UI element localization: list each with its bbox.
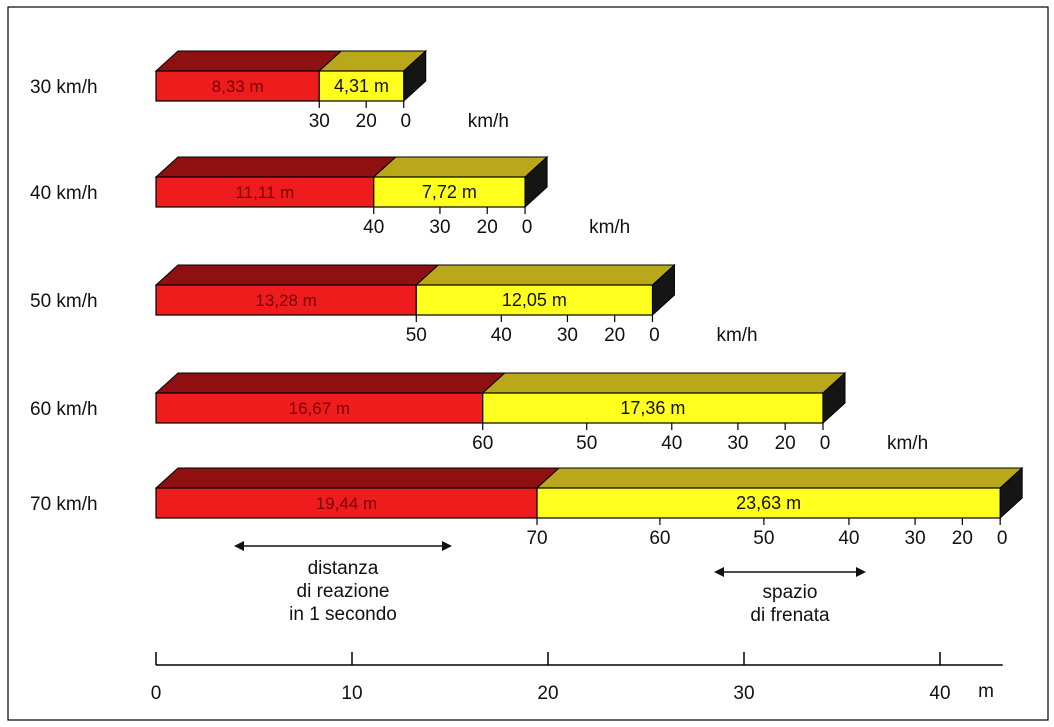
- braking-distance-label: 4,31 m: [334, 76, 389, 96]
- speed-tick-label: 20: [952, 528, 973, 549]
- speed-tick-label: 20: [356, 111, 377, 132]
- speed-label: 70 km/h: [30, 494, 98, 515]
- speed-tick-label: 60: [649, 528, 670, 549]
- reaction-bar-top: [154, 50, 343, 72]
- speed-row-3: 50 km/h 13,28 m 12,05 m 50 40 30 20 0 km/h: [30, 263, 758, 346]
- speed-tick-label: 50: [576, 433, 597, 454]
- speed-unit-label: km/h: [716, 325, 757, 346]
- braking-arrow-right-head: [856, 567, 866, 577]
- speed-tick-label: 40: [838, 528, 859, 549]
- braking-arrow-left-head: [714, 567, 724, 577]
- distance-axis-tick-label: 10: [341, 683, 362, 704]
- speed-tick-label: 40: [363, 217, 384, 238]
- distance-axis: 0 10 20 30 40 m: [151, 652, 1003, 704]
- reaction-arrow-left-head: [234, 541, 244, 551]
- speed-tick-label: 30: [905, 528, 926, 549]
- speed-tick-label: 50: [753, 528, 774, 549]
- reaction-distance-label: 16,67 m: [289, 399, 350, 418]
- braking-bar: [318, 70, 405, 102]
- speed-tick-label: 20: [604, 325, 625, 346]
- speed-tick-label: 0: [820, 433, 831, 454]
- speed-unit-label: km/h: [468, 111, 509, 132]
- reaction-distance-label: 13,28 m: [255, 291, 316, 310]
- reaction-bar-top: [154, 264, 440, 286]
- braking-annotation-line-1: spazio: [763, 582, 818, 603]
- distance-axis-tick-label: 30: [733, 683, 754, 704]
- speed-tick-label: 0: [997, 528, 1008, 549]
- braking-bar: [373, 176, 526, 208]
- reaction-annotation-line-3: in 1 secondo: [289, 604, 397, 625]
- speed-row-1: 30 km/h 8,33 m 4,31 m30 20 0 km/h: [30, 49, 509, 132]
- speed-tick-label: 40: [661, 433, 682, 454]
- reaction-distance-label: 8,33 m: [212, 77, 264, 96]
- reaction-bar-top: [154, 372, 507, 394]
- speed-label: 40 km/h: [30, 183, 98, 204]
- braking-distance-label: 23,63 m: [736, 493, 801, 513]
- reaction-annotation: distanza di reazione in 1 secondo: [234, 541, 452, 625]
- distance-axis-unit: m: [978, 681, 994, 702]
- speed-tick-label: 60: [472, 433, 493, 454]
- braking-bar-top: [481, 372, 847, 394]
- distance-axis-tick-label: 20: [537, 683, 558, 704]
- reaction-arrow-right-head: [442, 541, 452, 551]
- braking-bar-top: [535, 467, 1024, 489]
- reaction-bar-top: [154, 467, 561, 489]
- speed-tick-label: 30: [309, 111, 330, 132]
- reaction-bar: [155, 70, 320, 102]
- braking-annotation-line-2: di frenata: [750, 605, 830, 626]
- reaction-distance-label: 11,11 m: [235, 183, 294, 202]
- speed-tick-label: 0: [649, 325, 660, 346]
- speed-unit-label: km/h: [589, 217, 630, 238]
- speed-tick-label: 70: [526, 528, 547, 549]
- braking-distance-label: 17,36 m: [620, 398, 685, 418]
- speed-row-2: 40 km/h 11,11 m 7,72 m 40 30 20 0 km/h: [30, 155, 630, 238]
- braking-bar-top: [414, 264, 676, 286]
- speed-label: 30 km/h: [30, 77, 98, 98]
- diagram-frame: [7, 6, 1049, 721]
- distance-axis-tick-label: 40: [929, 683, 950, 704]
- speed-label: 60 km/h: [30, 399, 98, 420]
- speed-rows: 30 km/h 8,33 m 4,31 m30 20 0 km/h40 km/h 11,11…: [30, 49, 1024, 549]
- speed-tick-label: 0: [400, 111, 411, 132]
- braking-distance-label: 7,72 m: [422, 182, 477, 202]
- speed-label: 50 km/h: [30, 291, 98, 312]
- braking-bar: [482, 392, 824, 424]
- speed-row-4: 60 km/h 16,67 m 17,36 m 60 50 40 30 20 0 km/h: [30, 371, 928, 454]
- speed-tick-label: 50: [406, 325, 427, 346]
- speed-tick-label: 0: [522, 217, 533, 238]
- braking-annotation: spazio di frenata: [714, 567, 866, 626]
- reaction-annotation-line-2: di reazione: [297, 581, 390, 602]
- reaction-distance-label: 19,44 m: [316, 494, 377, 513]
- speed-tick-label: 30: [727, 433, 748, 454]
- braking-bar: [536, 487, 1001, 519]
- distance-axis-tick-label: 0: [151, 683, 162, 704]
- braking-bar: [415, 284, 654, 316]
- speed-unit-label: km/h: [887, 433, 928, 454]
- speed-tick-label: 20: [477, 217, 498, 238]
- speed-tick-label: 40: [491, 325, 512, 346]
- speed-tick-label: 30: [429, 217, 450, 238]
- reaction-annotation-line-1: distanza: [308, 558, 379, 579]
- speed-row-5: 70 km/h 19,44 m 23,63 m 70 60 50 40 30 20 0: [30, 466, 1024, 549]
- reaction-bar-top: [154, 156, 398, 178]
- speed-tick-label: 20: [775, 433, 796, 454]
- speed-tick-label: 30: [557, 325, 578, 346]
- braking-bar-top: [372, 156, 549, 178]
- braking-distance-label: 12,05 m: [502, 290, 567, 310]
